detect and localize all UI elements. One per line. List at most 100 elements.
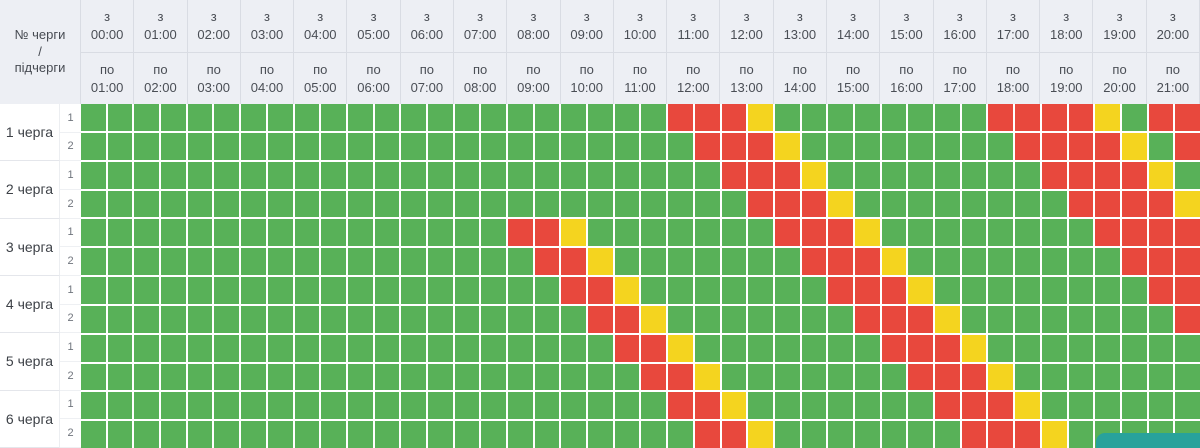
slot-power-on	[1121, 277, 1147, 304]
time-col-to: по 11:00	[613, 52, 668, 104]
slot-outage	[1175, 305, 1200, 333]
slot-power-on	[588, 219, 613, 247]
slot-power-on	[641, 190, 667, 218]
slot-power-on	[508, 305, 533, 333]
slot-power-on	[427, 104, 453, 131]
slot-power-on	[694, 190, 720, 218]
slot-power-on	[454, 219, 480, 247]
slot-power-on	[161, 161, 186, 189]
schedule-grid	[81, 104, 1200, 448]
slot-power-on	[508, 161, 533, 189]
from-prefix: з	[370, 9, 377, 25]
time-col-from: з 14:00	[827, 0, 881, 52]
slot-power-on	[241, 104, 266, 131]
slot-possible-outage	[748, 104, 773, 131]
to-prefix: по	[1005, 61, 1021, 77]
slot-outage	[1041, 161, 1067, 189]
slot-outage	[801, 248, 827, 275]
slot-outage	[1041, 132, 1067, 160]
slot-power-on	[988, 161, 1014, 189]
to-prefix: по	[206, 61, 221, 77]
table-body: 1 черга 1 2 2 черга 1 2 3 черга 1 2 4 черга 1 2 5 че…	[0, 104, 1200, 448]
queue-label: 5 черга	[0, 333, 60, 391]
slot-power-on	[721, 277, 747, 304]
from-hour: 07:00	[463, 27, 497, 42]
slot-power-on	[481, 190, 507, 218]
slot-power-on	[935, 219, 960, 247]
slot-power-on	[374, 104, 400, 131]
time-header-grid: з 00:00 з 01:00 з 02:00 з 03:00 з 04:00 з 05:00 з 06:…	[81, 0, 1200, 104]
slot-power-on	[561, 334, 587, 362]
slot-power-on	[267, 277, 293, 304]
slot-power-on	[1095, 363, 1120, 391]
slot-power-on	[321, 363, 346, 391]
to-hour: 14:00	[783, 79, 817, 95]
from-hour: 11:00	[677, 27, 710, 42]
slot-power-on	[828, 421, 854, 448]
slot-power-on	[187, 248, 213, 275]
slot-outage	[748, 132, 773, 160]
slot-power-on	[241, 277, 266, 304]
slot-power-on	[614, 132, 640, 160]
from-prefix: з	[423, 9, 430, 25]
from-hour: 19:00	[1103, 27, 1136, 42]
slot-outage	[935, 334, 960, 362]
slot-power-on	[668, 305, 693, 333]
slot-possible-outage	[614, 277, 640, 304]
slot-power-on	[454, 190, 480, 218]
slot-power-on	[694, 219, 720, 247]
slot-power-on	[81, 161, 106, 189]
slot-power-on	[988, 305, 1014, 333]
slot-outage	[1015, 421, 1040, 448]
slot-power-on	[774, 392, 800, 420]
slot-power-on	[427, 219, 453, 247]
action-button[interactable]	[1096, 433, 1200, 448]
slot-possible-outage	[668, 334, 693, 362]
to-prefix: по	[792, 61, 807, 77]
slot-power-on	[668, 421, 693, 448]
slot-outage	[1175, 248, 1200, 275]
to-prefix: по	[1059, 61, 1074, 77]
slot-power-on	[1175, 161, 1200, 189]
slot-power-on	[508, 248, 533, 275]
slot-power-on	[961, 277, 987, 304]
to-prefix: по	[100, 61, 115, 77]
slot-power-on	[321, 392, 346, 420]
time-col-to: по 10:00	[560, 52, 614, 104]
slot-outage	[721, 161, 747, 189]
slot-power-on	[214, 132, 240, 160]
slot-power-on	[614, 421, 640, 448]
from-prefix: з	[850, 9, 857, 25]
slot-power-on	[294, 104, 320, 131]
slot-power-on	[774, 421, 800, 448]
slot-power-on	[267, 190, 293, 218]
slot-power-on	[374, 363, 400, 391]
time-col-to: по 07:00	[400, 52, 454, 104]
slot-power-on	[534, 277, 560, 304]
from-hour: 04:00	[304, 27, 337, 42]
slot-power-on	[81, 305, 106, 333]
slot-outage	[1121, 219, 1147, 247]
slot-outage	[1015, 132, 1040, 160]
slot-power-on	[801, 421, 827, 448]
slot-power-on	[187, 305, 213, 333]
slot-power-on	[641, 421, 667, 448]
slot-power-on	[774, 363, 800, 391]
slot-power-on	[81, 277, 106, 304]
slot-outage	[1095, 219, 1120, 247]
slot-power-on	[534, 190, 560, 218]
slot-power-on	[588, 132, 613, 160]
slot-power-on	[107, 334, 133, 362]
slot-power-on	[81, 392, 106, 420]
slot-power-on	[427, 190, 453, 218]
queue-label: 4 черга	[0, 275, 60, 334]
to-prefix: по	[952, 61, 967, 77]
slot-power-on	[267, 104, 293, 131]
slot-power-on	[1095, 305, 1120, 333]
time-col-from: з 00:00	[81, 0, 135, 52]
from-prefix: з	[104, 9, 111, 25]
slot-power-on	[401, 132, 426, 160]
slot-outage	[508, 219, 533, 247]
slot-power-on	[347, 219, 373, 247]
slot-outage	[1148, 190, 1174, 218]
